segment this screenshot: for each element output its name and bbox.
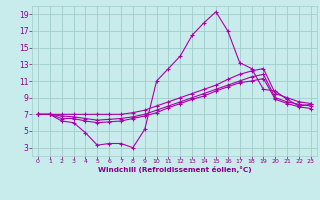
- X-axis label: Windchill (Refroidissement éolien,°C): Windchill (Refroidissement éolien,°C): [98, 166, 251, 173]
